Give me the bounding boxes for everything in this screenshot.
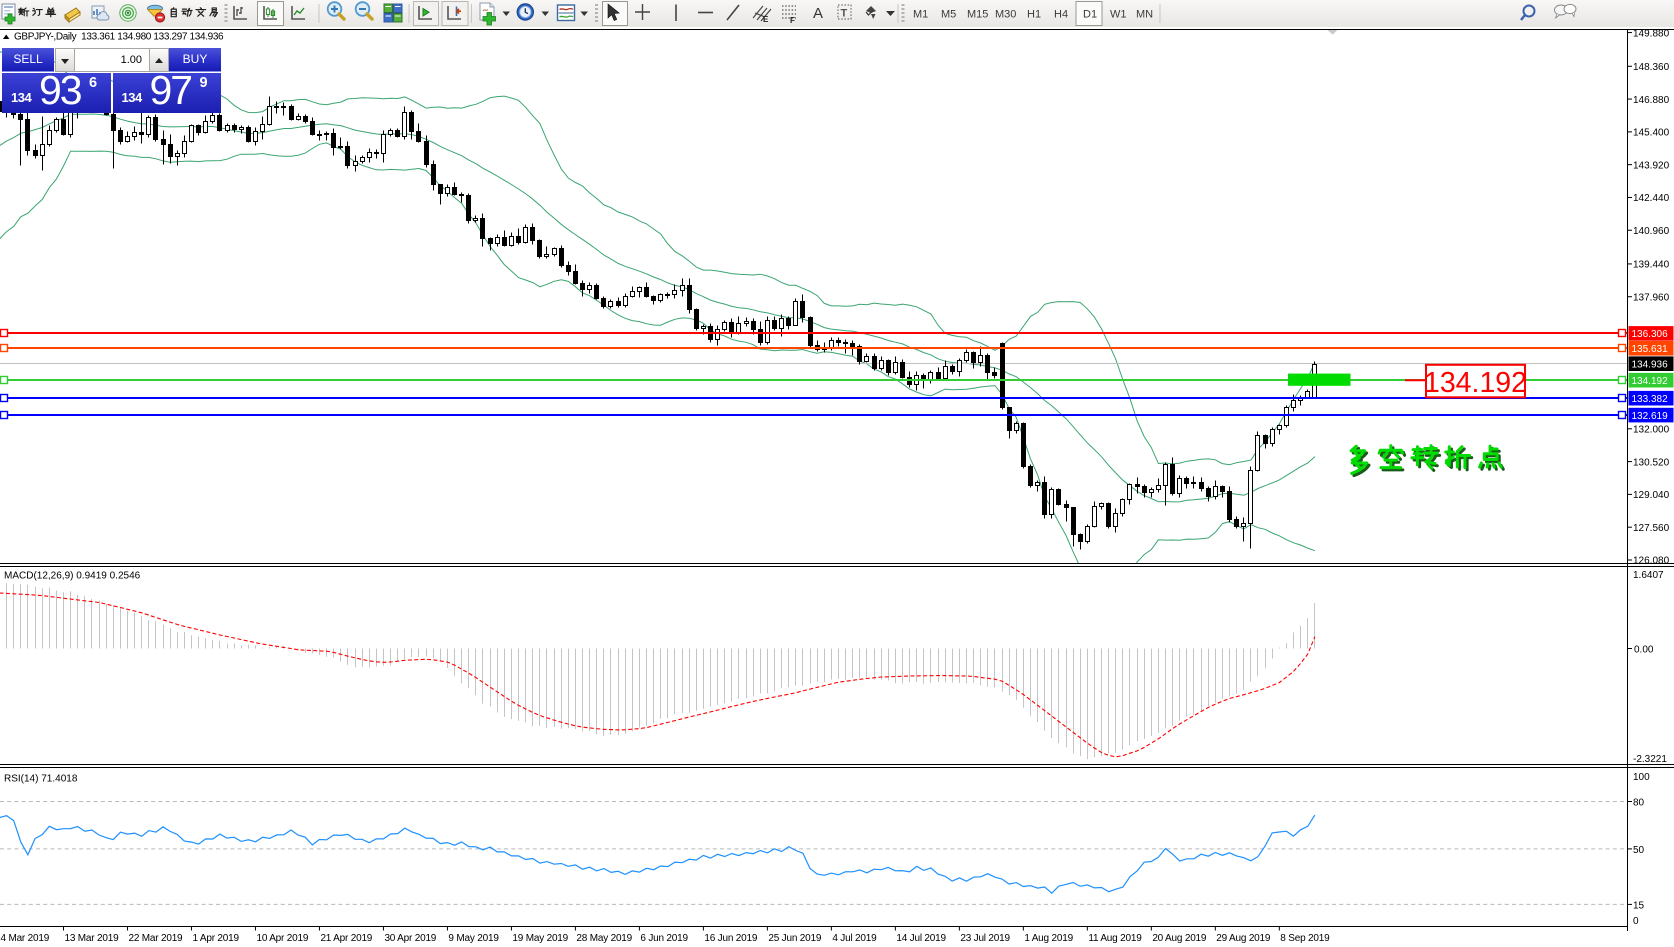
svg-text:9 May 2019: 9 May 2019 xyxy=(448,933,499,944)
svg-text:19 May 2019: 19 May 2019 xyxy=(512,933,568,944)
svg-text:1 Apr 2019: 1 Apr 2019 xyxy=(192,933,239,944)
svg-text:E: E xyxy=(763,15,769,24)
svg-text:1.6407: 1.6407 xyxy=(1633,570,1664,581)
svg-text:29 Aug 2019: 29 Aug 2019 xyxy=(1216,933,1271,944)
svg-text:M30: M30 xyxy=(995,9,1016,21)
svg-text:13 Mar 2019: 13 Mar 2019 xyxy=(64,933,119,944)
svg-text:RSI(14) 71.4018: RSI(14) 71.4018 xyxy=(4,774,78,785)
svg-text:130.520: 130.520 xyxy=(1633,457,1670,468)
svg-text:-2.3221: -2.3221 xyxy=(1633,754,1667,765)
svg-text:23 Jul 2019: 23 Jul 2019 xyxy=(960,933,1010,944)
svg-text:132.619: 132.619 xyxy=(1632,411,1669,422)
svg-text:11 Aug 2019: 11 Aug 2019 xyxy=(1088,933,1142,944)
svg-text:F: F xyxy=(790,16,795,25)
svg-text:M15: M15 xyxy=(967,9,988,21)
svg-text:H1: H1 xyxy=(1027,9,1041,21)
svg-text:143.920: 143.920 xyxy=(1633,160,1670,171)
svg-text:1 Aug 2019: 1 Aug 2019 xyxy=(1024,933,1073,944)
svg-text:134.192: 134.192 xyxy=(1632,376,1669,387)
svg-text:8 Sep 2019: 8 Sep 2019 xyxy=(1280,933,1330,944)
svg-text:H4: H4 xyxy=(1054,9,1068,21)
svg-text:126.080: 126.080 xyxy=(1633,556,1670,567)
svg-text:100: 100 xyxy=(1633,772,1650,783)
svg-text:0: 0 xyxy=(1633,916,1639,927)
svg-text:T: T xyxy=(841,8,848,20)
svg-text:MACD(12,26,9) 0.9419 0.2546: MACD(12,26,9) 0.9419 0.2546 xyxy=(4,571,141,582)
svg-text:133.382: 133.382 xyxy=(1632,394,1669,405)
svg-text:M5: M5 xyxy=(941,9,956,21)
svg-text:145.400: 145.400 xyxy=(1633,128,1670,139)
svg-text:15: 15 xyxy=(1633,900,1645,911)
svg-text:0.00: 0.00 xyxy=(1634,645,1654,656)
svg-text:146.880: 146.880 xyxy=(1633,95,1670,106)
svg-text:127.560: 127.560 xyxy=(1633,523,1670,534)
svg-text:28 May 2019: 28 May 2019 xyxy=(576,933,632,944)
svg-text:137.960: 137.960 xyxy=(1633,292,1670,303)
svg-text:25 Jun 2019: 25 Jun 2019 xyxy=(768,933,821,944)
svg-text:4 Mar 2019: 4 Mar 2019 xyxy=(1,933,50,944)
svg-text:142.440: 142.440 xyxy=(1633,193,1670,204)
svg-text:21 Apr 2019: 21 Apr 2019 xyxy=(320,933,372,944)
svg-text:135.631: 135.631 xyxy=(1632,344,1669,355)
svg-text:80: 80 xyxy=(1633,798,1645,809)
svg-text:22 Mar 2019: 22 Mar 2019 xyxy=(128,933,183,944)
svg-text:30 Apr 2019: 30 Apr 2019 xyxy=(384,933,436,944)
svg-text:M1: M1 xyxy=(913,9,928,21)
svg-text:6 Jun 2019: 6 Jun 2019 xyxy=(640,933,688,944)
svg-text:132.000: 132.000 xyxy=(1633,425,1670,436)
svg-text:134.192: 134.192 xyxy=(1424,367,1527,399)
svg-text:20 Aug 2019: 20 Aug 2019 xyxy=(1152,933,1207,944)
svg-text:136.306: 136.306 xyxy=(1632,329,1669,340)
svg-text:16 Jun 2019: 16 Jun 2019 xyxy=(704,933,757,944)
svg-text:4 Jul 2019: 4 Jul 2019 xyxy=(832,933,877,944)
svg-text:139.440: 139.440 xyxy=(1633,260,1670,271)
svg-text:10 Apr 2019: 10 Apr 2019 xyxy=(256,933,308,944)
svg-text:50: 50 xyxy=(1633,845,1645,856)
svg-text:GBPJPY-,Daily 133.361 134.980: GBPJPY-,Daily 133.361 134.980 133.297 13… xyxy=(14,32,224,43)
svg-text:149.880: 149.880 xyxy=(1633,28,1670,39)
svg-text:MN: MN xyxy=(1136,9,1153,21)
svg-text:W1: W1 xyxy=(1110,9,1127,21)
svg-text:A: A xyxy=(813,5,823,22)
svg-text:134.936: 134.936 xyxy=(1632,359,1669,370)
svg-text:D1: D1 xyxy=(1083,9,1097,21)
svg-text:140.960: 140.960 xyxy=(1633,226,1670,237)
svg-text:148.360: 148.360 xyxy=(1633,62,1670,73)
svg-text:14 Jul 2019: 14 Jul 2019 xyxy=(896,933,946,944)
svg-text:129.040: 129.040 xyxy=(1633,490,1670,501)
